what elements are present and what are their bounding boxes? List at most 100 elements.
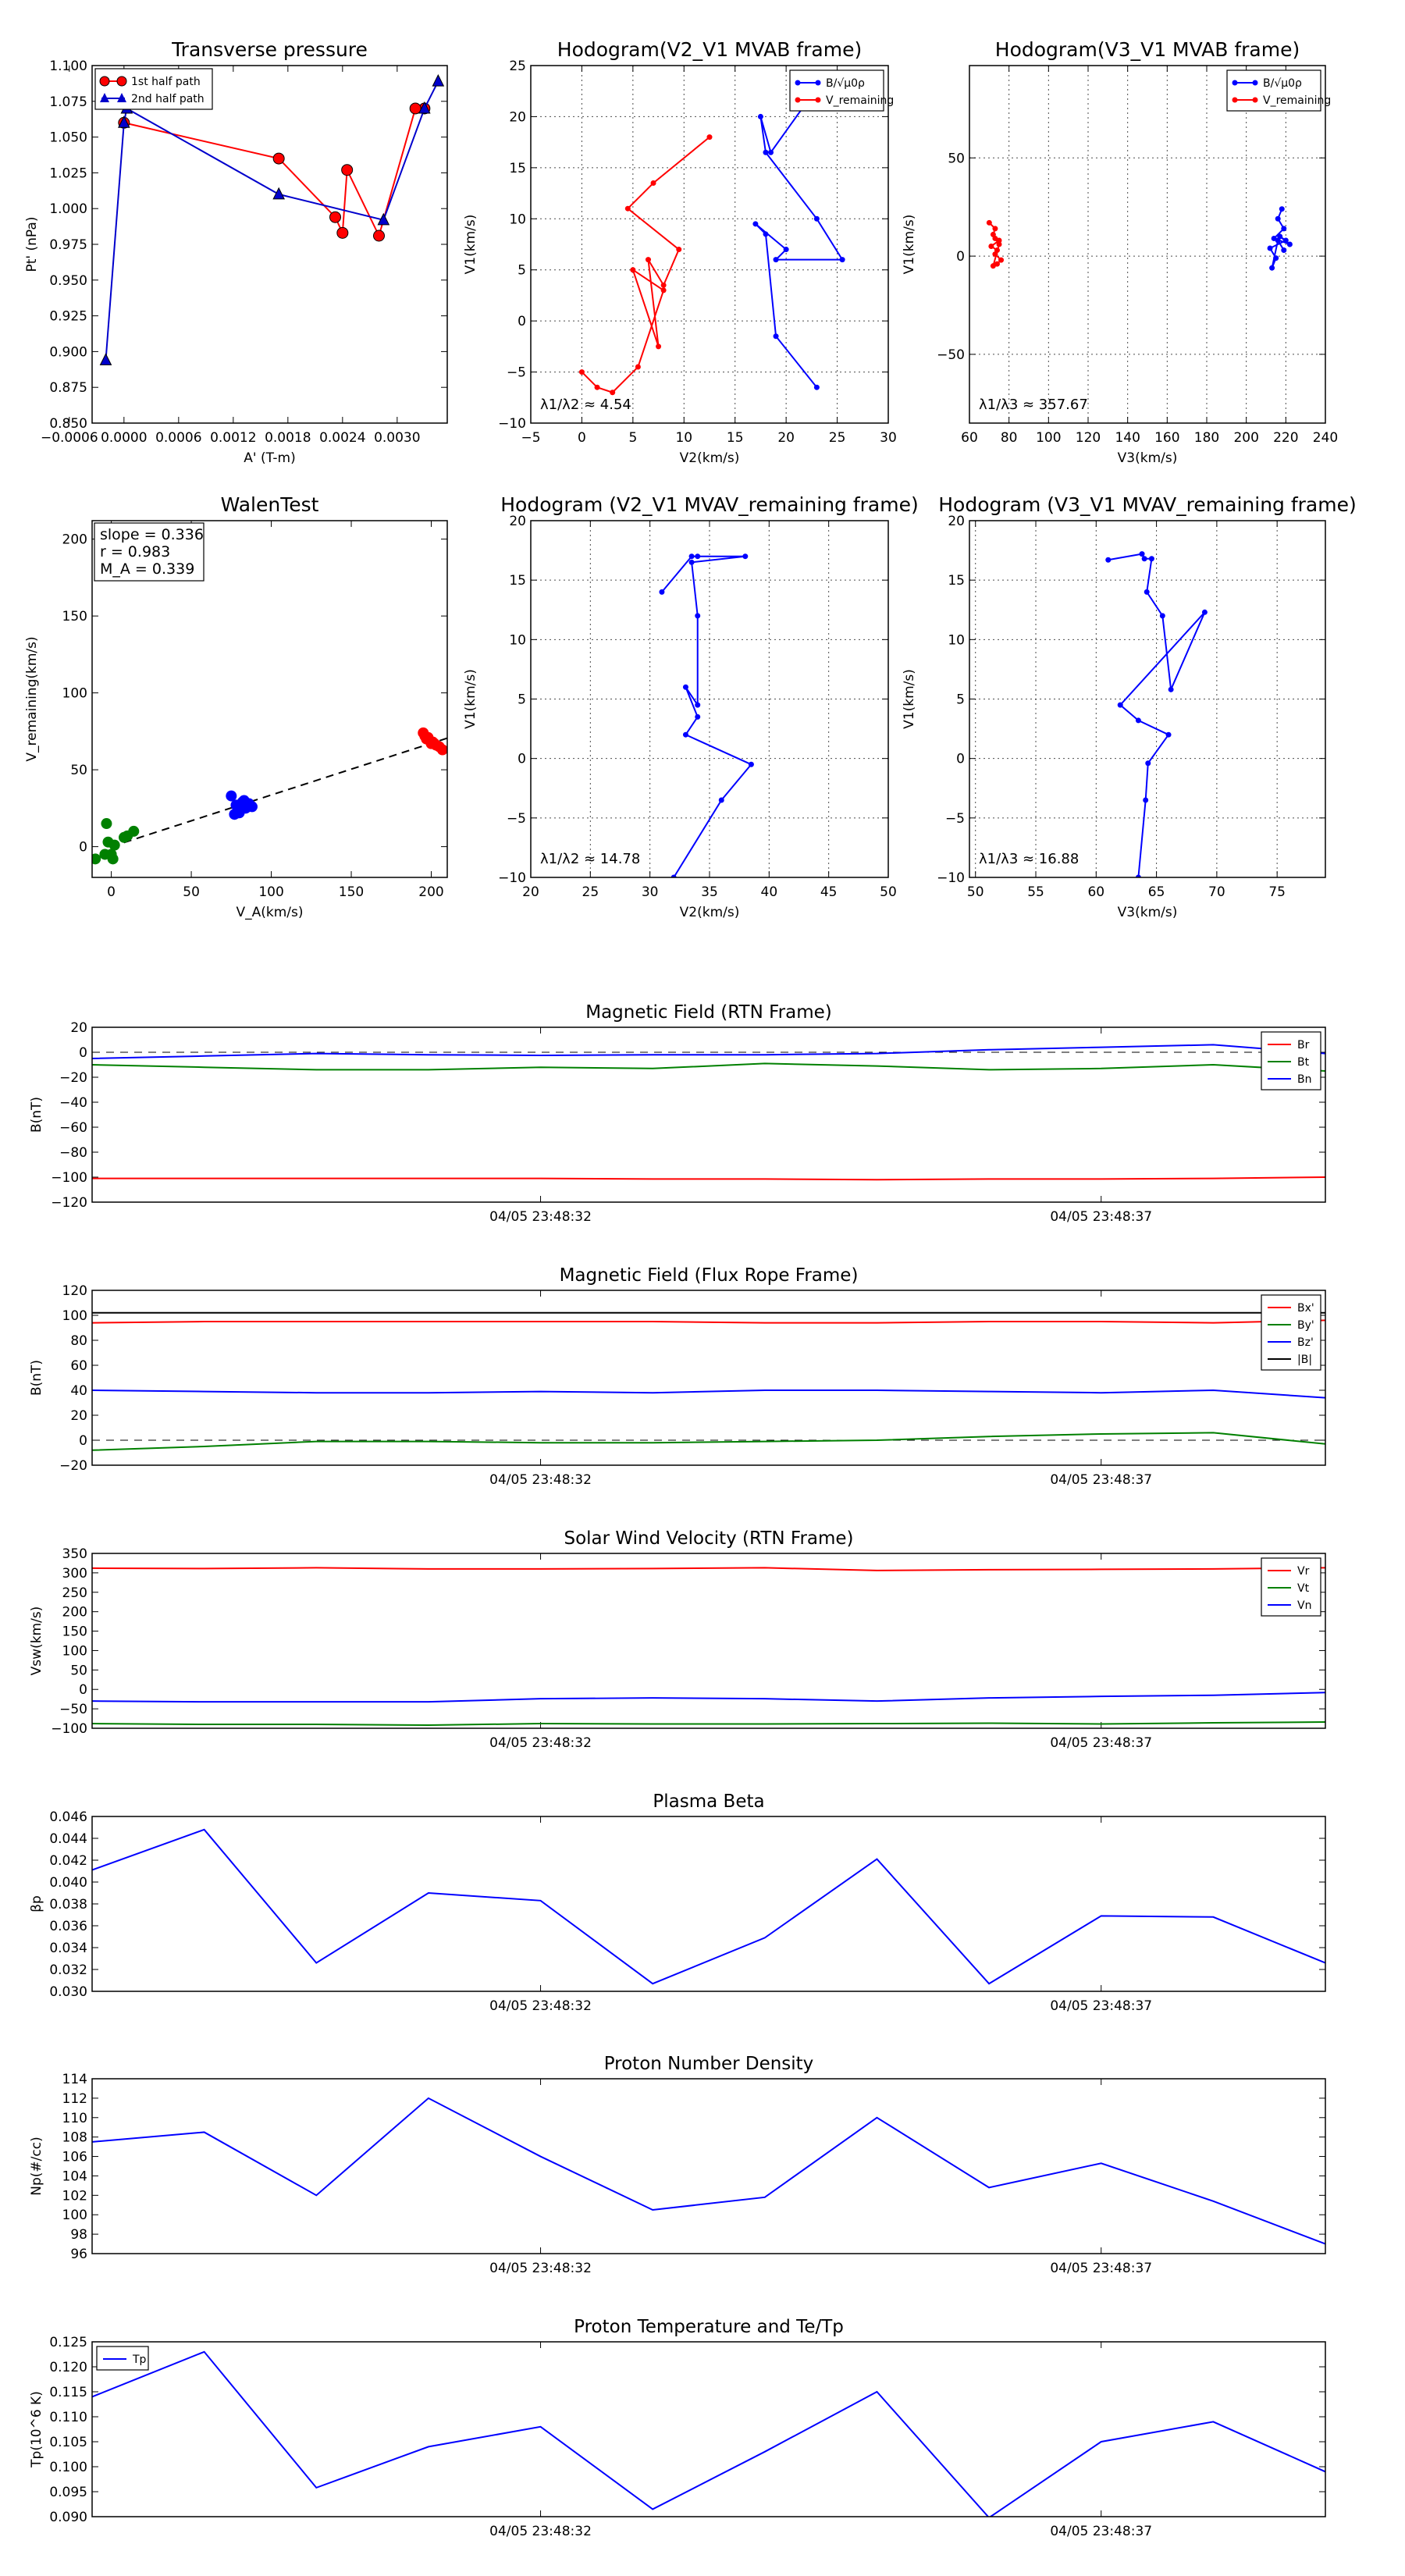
x-tick-label: 04/05 23:48:32 xyxy=(489,2261,592,2276)
y-tick-label: 50 xyxy=(70,763,87,778)
data-point xyxy=(241,801,253,813)
series-line-series-by- xyxy=(92,1432,1325,1451)
legend: B/√μ0ρ V_remaining xyxy=(789,69,894,112)
y-tick-label: 200 xyxy=(62,1605,87,1621)
x-tick-label: 04/05 23:48:37 xyxy=(1050,1209,1152,1225)
x-axis-label: V2(km/s) xyxy=(680,905,740,920)
chart-title: Proton Temperature and Te/Tp xyxy=(574,2317,844,2337)
data-point xyxy=(988,244,994,250)
y-tick-label: 104 xyxy=(62,2169,87,2184)
x-tick-label: 04/05 23:48:32 xyxy=(489,1209,592,1225)
y-axis-label: V1(km/s) xyxy=(902,669,917,729)
x-tick-label: 30 xyxy=(880,430,897,446)
eigen-ratio-annotation: λ1/λ3 ≈ 357.67 xyxy=(979,397,1088,413)
data-point xyxy=(1159,613,1165,619)
legend: 1st half path 2nd half path xyxy=(94,68,213,110)
data-point xyxy=(695,553,701,560)
y-tick-label: 114 xyxy=(62,2072,87,2087)
y-tick-label: 1.075 xyxy=(49,94,87,110)
legend-label: Br xyxy=(1297,1039,1310,1051)
y-tick-label: −5 xyxy=(945,811,965,827)
legend: Br Bt Bn xyxy=(1261,1031,1321,1091)
y-tick-label: 15 xyxy=(509,161,526,176)
data-point xyxy=(695,713,701,720)
data-point xyxy=(1281,247,1287,254)
legend-marker xyxy=(795,97,801,103)
data-point xyxy=(763,149,769,155)
y-tick-label: 0.030 xyxy=(49,1984,87,2000)
data-point xyxy=(429,738,440,749)
y-tick-label: 0 xyxy=(79,1045,87,1061)
x-tick-label: 50 xyxy=(880,884,897,900)
x-tick-label: 200 xyxy=(1233,430,1258,446)
data-point xyxy=(682,731,688,738)
x-tick-label: 04/05 23:48:37 xyxy=(1050,1472,1152,1488)
chart-title: Hodogram (V2_V1 MVAV_remaining frame) xyxy=(500,493,919,516)
axes-frame xyxy=(91,2341,1326,2517)
y-tick-label: 0.105 xyxy=(49,2435,87,2450)
y-axis-label: V1(km/s) xyxy=(463,669,478,729)
legend-label: 2nd half path xyxy=(131,93,205,105)
x-tick-label: 240 xyxy=(1313,430,1338,446)
y-tick-label: 200 xyxy=(62,532,87,548)
y-tick-label: 108 xyxy=(62,2130,87,2146)
y-tick-label: 5 xyxy=(956,692,965,708)
legend-marker xyxy=(815,80,821,86)
data-point xyxy=(1144,589,1150,595)
y-tick-label: −50 xyxy=(59,1702,87,1717)
stats-line: M_A = 0.339 xyxy=(100,560,194,578)
x-tick-label: 04/05 23:48:32 xyxy=(489,1735,592,1751)
x-tick-label: 160 xyxy=(1154,430,1179,446)
chart-ts_beta: Plasma Beta 0.030 0.032 0.034 0.036 0.038 0.04… xyxy=(29,1791,1326,2014)
x-tick-label: 0.0018 xyxy=(265,430,311,446)
chart-hodo_v3_rem: Hodogram (V3_V1 MVAV_remaining frame) −10… xyxy=(902,493,1357,920)
y-tick-label: 0.125 xyxy=(49,2335,87,2350)
chart-title: Hodogram(V2_V1 MVAB frame) xyxy=(557,38,862,61)
data-point xyxy=(108,839,120,851)
legend-label: B/√μ0ρ xyxy=(826,77,865,90)
x-tick-label: 65 xyxy=(1148,884,1165,900)
legend-marker xyxy=(815,97,821,103)
data-point xyxy=(232,807,244,819)
data-point xyxy=(706,134,713,141)
data-point xyxy=(336,226,349,239)
y-tick-label: 20 xyxy=(70,1020,87,1036)
y-tick-label: 80 xyxy=(70,1333,87,1349)
y-axis-label: V1(km/s) xyxy=(463,215,478,275)
data-point xyxy=(1139,551,1145,557)
legend-marker xyxy=(795,80,801,86)
y-tick-label: 40 xyxy=(70,1383,87,1399)
plot-area xyxy=(92,1567,1325,1727)
data-point xyxy=(1282,237,1289,244)
data-point xyxy=(992,235,998,241)
y-tick-label: 0 xyxy=(518,752,526,767)
chart-title: Proton Number Density xyxy=(604,2054,814,2074)
chart-ts_np: Proton Number Density 96 98 100 102 104 106 108… xyxy=(29,2054,1326,2276)
x-tick-label: 5 xyxy=(628,430,637,446)
y-tick-label: −20 xyxy=(59,1458,87,1474)
legend: B/√μ0ρ V_remaining xyxy=(1226,69,1331,112)
axes-frame xyxy=(91,1816,1326,1992)
data-point xyxy=(660,287,667,294)
legend-marker xyxy=(1252,80,1258,86)
x-axis-label: V3(km/s) xyxy=(1118,905,1178,920)
y-tick-label: 0 xyxy=(956,752,965,767)
axes-frame xyxy=(91,1290,1326,1466)
chart-ts_b_rtn: Magnetic Field (RTN Frame) −120 −100 −80 −60… xyxy=(29,1002,1326,1225)
data-point xyxy=(992,226,998,232)
y-tick-label: 112 xyxy=(62,2091,87,2107)
data-point xyxy=(1117,702,1123,708)
y-tick-label: −10 xyxy=(937,870,965,886)
y-tick-label: 0 xyxy=(956,249,965,265)
data-point xyxy=(1105,557,1112,563)
series-line-series-b-0- xyxy=(755,80,844,388)
data-point xyxy=(630,267,636,273)
data-point xyxy=(742,553,749,560)
x-tick-label: 0 xyxy=(107,884,116,900)
axes-frame xyxy=(91,1553,1326,1729)
chart-title: Solar Wind Velocity (RTN Frame) xyxy=(564,1528,853,1549)
y-tick-label: 5 xyxy=(518,263,526,279)
data-point xyxy=(373,229,385,242)
x-tick-label: 0.0030 xyxy=(374,430,420,446)
